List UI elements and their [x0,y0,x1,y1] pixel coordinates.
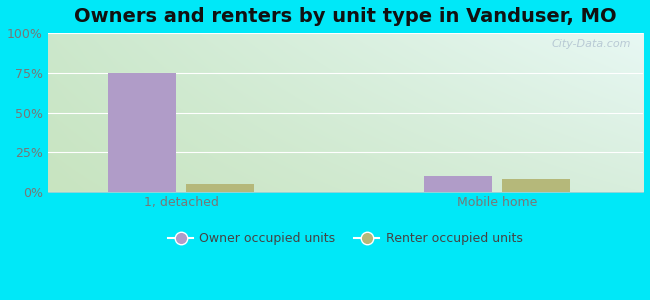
Title: Owners and renters by unit type in Vanduser, MO: Owners and renters by unit type in Vandu… [74,7,617,26]
Text: City-Data.com: City-Data.com [552,39,631,50]
Bar [186,184,254,192]
Legend: Owner occupied units, Renter occupied units: Owner occupied units, Renter occupied un… [163,227,528,250]
Bar [109,73,177,192]
Bar [502,179,570,192]
Bar [424,176,493,192]
